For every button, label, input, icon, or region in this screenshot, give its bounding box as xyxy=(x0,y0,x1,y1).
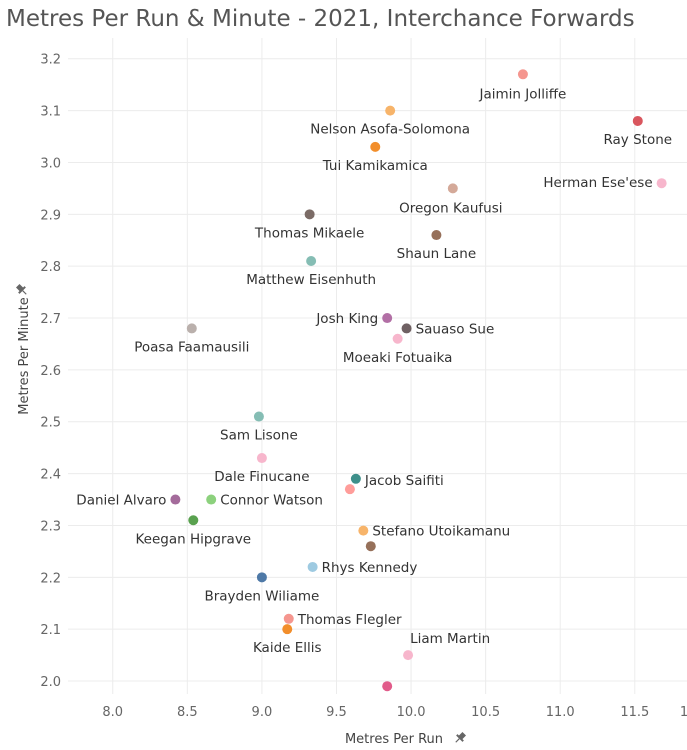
data-point[interactable] xyxy=(385,105,396,116)
point-label: Moeaki Fotuaika xyxy=(343,350,453,366)
data-point[interactable] xyxy=(206,494,217,505)
data-point[interactable] xyxy=(370,141,381,152)
data-points xyxy=(170,69,667,692)
data-point[interactable] xyxy=(431,230,442,241)
y-tick-label: 2.5 xyxy=(40,416,61,431)
y-tick-label: 2.7 xyxy=(40,312,61,327)
data-point[interactable] xyxy=(358,525,369,536)
data-point[interactable] xyxy=(517,69,528,80)
point-label: Oregon Kaufusi xyxy=(399,200,502,216)
point-label: Sam Lisone xyxy=(220,428,298,444)
point-label: Tui Kamikamica xyxy=(322,158,428,174)
data-point[interactable] xyxy=(403,650,414,661)
gridlines xyxy=(68,38,687,694)
data-point[interactable] xyxy=(344,484,355,495)
x-tick-label: 8.0 xyxy=(102,705,123,720)
data-point[interactable] xyxy=(256,453,267,464)
x-axis-ticks: 8.0 8.5 9.0 9.5 10.0 10.5 11.0 11.5 1 xyxy=(102,705,687,720)
y-axis-ticks: 2.0 2.1 2.2 2.3 2.4 2.5 2.6 2.7 2.8 2.9 3.0 3.1 3.2 xyxy=(40,53,61,690)
x-tick-label: 9.0 xyxy=(252,705,273,720)
y-tick-label: 2.2 xyxy=(40,571,61,586)
data-point[interactable] xyxy=(350,473,361,484)
data-point[interactable] xyxy=(401,323,412,334)
data-point[interactable] xyxy=(447,183,458,194)
x-tick-label: 9.5 xyxy=(326,705,347,720)
point-label: Shaun Lane xyxy=(397,246,476,262)
data-point[interactable] xyxy=(253,411,264,422)
x-tick-label: 10.0 xyxy=(397,705,426,720)
y-axis-title[interactable]: Metres Per Minute xyxy=(15,283,32,415)
data-point[interactable] xyxy=(256,572,267,583)
point-label: Josh King xyxy=(315,311,378,327)
point-label: Matthew Eisenhuth xyxy=(246,272,376,288)
x-axis-title[interactable]: Metres Per Run xyxy=(345,731,467,747)
data-point[interactable] xyxy=(382,681,393,692)
point-label: Connor Watson xyxy=(220,493,323,509)
point-label: Liam Martin xyxy=(410,631,490,647)
point-label: Thomas Mikaele xyxy=(254,225,364,241)
point-label: Daniel Alvaro xyxy=(76,493,166,509)
y-tick-label: 2.3 xyxy=(40,519,61,534)
y-tick-label: 3.2 xyxy=(40,53,61,68)
data-point[interactable] xyxy=(282,624,293,635)
point-label: Stefano Utoikamanu xyxy=(372,524,510,540)
data-point[interactable] xyxy=(656,178,667,189)
data-point[interactable] xyxy=(283,613,294,624)
y-tick-label: 3.1 xyxy=(40,105,61,120)
data-point[interactable] xyxy=(382,313,393,324)
point-label: Herman Ese'ese xyxy=(543,175,652,191)
data-point[interactable] xyxy=(306,255,317,266)
y-tick-label: 3.0 xyxy=(40,156,61,171)
y-tick-label: 2.8 xyxy=(40,260,61,275)
point-label: Brayden Wiliame xyxy=(204,588,319,604)
point-label: Sauaso Sue xyxy=(416,321,495,337)
x-tick-label: 11.0 xyxy=(546,705,575,720)
data-point[interactable] xyxy=(186,323,197,334)
point-label: Ray Stone xyxy=(603,132,672,148)
point-label: Keegan Hipgrave xyxy=(135,531,251,547)
data-point[interactable] xyxy=(365,541,376,552)
data-point[interactable] xyxy=(632,115,643,126)
data-point[interactable] xyxy=(392,333,403,344)
y-tick-label: 2.6 xyxy=(40,364,61,379)
point-label: Jacob Saifiti xyxy=(364,473,444,489)
point-label: Thomas Flegler xyxy=(297,612,402,628)
point-label: Dale Finucane xyxy=(214,469,309,485)
y-tick-label: 2.1 xyxy=(40,623,61,638)
point-label: Nelson Asofa-Solomona xyxy=(310,122,470,138)
data-point[interactable] xyxy=(304,209,315,220)
data-point[interactable] xyxy=(307,561,318,572)
x-tick-label: 1 xyxy=(680,705,687,720)
y-tick-label: 2.4 xyxy=(40,468,61,483)
pin-icon[interactable] xyxy=(15,283,30,298)
y-tick-label: 2.9 xyxy=(40,208,61,223)
chart-title: Metres Per Run & Minute - 2021, Intercha… xyxy=(6,6,635,32)
point-label: Rhys Kennedy xyxy=(322,560,418,576)
point-label: Kaide Ellis xyxy=(253,640,322,656)
x-tick-label: 10.5 xyxy=(471,705,500,720)
x-axis-label: Metres Per Run xyxy=(345,732,443,747)
data-point[interactable] xyxy=(170,494,181,505)
pin-icon[interactable] xyxy=(453,731,468,746)
x-tick-label: 11.5 xyxy=(620,705,649,720)
y-axis-label: Metres Per Minute xyxy=(17,297,32,415)
data-point[interactable] xyxy=(188,515,199,526)
x-tick-label: 8.5 xyxy=(177,705,198,720)
y-tick-label: 2.0 xyxy=(40,675,61,690)
point-label: Poasa Faamausili xyxy=(134,339,249,355)
point-labels: Jaimin Jolliffe Nelson Asofa-Solomona Ray … xyxy=(76,86,672,656)
point-label: Jaimin Jolliffe xyxy=(478,86,566,102)
